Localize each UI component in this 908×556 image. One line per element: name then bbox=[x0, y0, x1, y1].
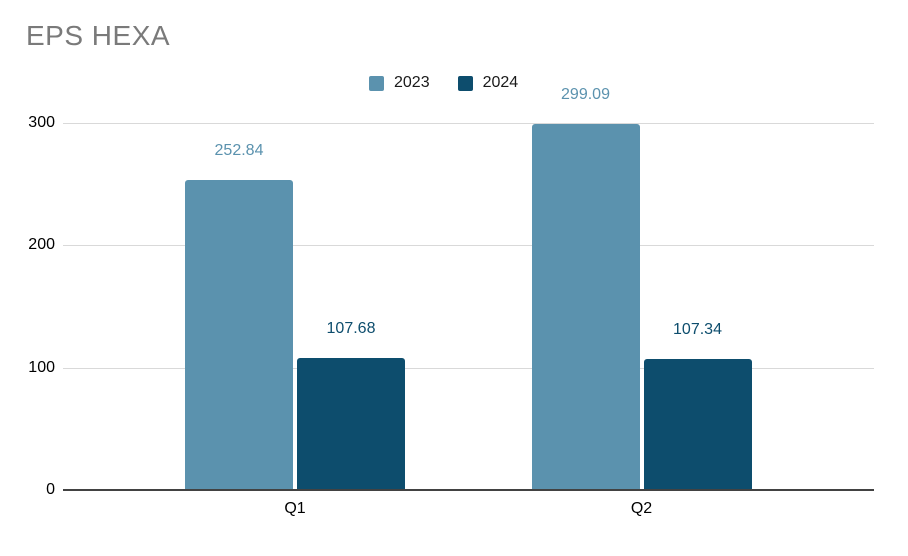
chart-title: EPS HEXA bbox=[26, 20, 171, 51]
y-axis-tick-200: 200 bbox=[28, 236, 55, 253]
bar-value-2023-Q1: 252.84 bbox=[214, 142, 264, 160]
legend-item-2024: 2024 bbox=[457, 74, 519, 92]
bar-2024-Q2 bbox=[643, 358, 752, 490]
bar-value-2024-Q2: 107.34 bbox=[673, 320, 722, 338]
gridline-100 bbox=[63, 368, 874, 369]
legend-swatch-2023-icon bbox=[369, 75, 384, 91]
x-axis-line bbox=[63, 489, 874, 491]
legend-swatch-2024-icon bbox=[457, 75, 473, 91]
x-axis-category-Q1: Q1 bbox=[284, 500, 306, 517]
x-axis-category-Q2: Q2 bbox=[630, 500, 653, 517]
legend-label-2024: 2024 bbox=[482, 74, 519, 91]
legend-item-2023: 2023 bbox=[369, 74, 430, 92]
bar-2024-Q1 bbox=[297, 358, 405, 490]
y-axis-tick-0: 0 bbox=[46, 481, 55, 498]
legend-label-2023: 2023 bbox=[394, 74, 430, 91]
chart-legend: 2023 2024 bbox=[369, 74, 518, 92]
bar-2023-Q1 bbox=[185, 180, 293, 490]
bar-2023-Q2 bbox=[531, 123, 640, 490]
bar-value-2024-Q1: 107.68 bbox=[326, 320, 376, 338]
gridline-300 bbox=[63, 123, 874, 124]
y-axis-tick-100: 100 bbox=[28, 359, 55, 376]
gridline-200 bbox=[63, 245, 874, 246]
bar-value-2023-Q2: 299.09 bbox=[561, 85, 610, 103]
y-axis-tick-300: 300 bbox=[28, 114, 55, 131]
